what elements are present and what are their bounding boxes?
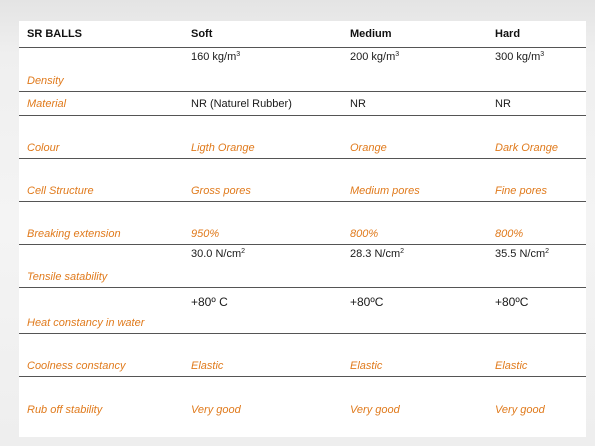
cell-hard: 800% xyxy=(492,201,586,245)
cell-medium: 28.3 N/cm2 xyxy=(347,244,492,288)
cell-hard: +80ºC xyxy=(492,287,586,334)
row-label: Density xyxy=(19,47,188,92)
cell-soft: +80º C xyxy=(188,287,347,334)
cell-medium: Very good xyxy=(350,403,400,416)
row-tensile-stability: Tensile satability 30.0 N/cm2 28.3 N/cm2… xyxy=(19,244,586,288)
cell-medium: 200 kg/m3 xyxy=(347,47,492,92)
cell-soft: Elastic xyxy=(188,333,347,377)
row-label: Tensile satability xyxy=(19,244,188,288)
row-density: Density 160 kg/m3 200 kg/m3 300 kg/m3 xyxy=(19,47,586,92)
row-label: Rub off stability xyxy=(27,403,103,416)
cell-medium: Medium pores xyxy=(347,158,492,202)
header-medium: Medium xyxy=(347,21,492,48)
row-material: Material NR (Naturel Rubber) NR NR xyxy=(19,91,586,116)
header-product: SR BALLS xyxy=(19,21,188,48)
header-soft: Soft xyxy=(188,21,347,48)
header-hard: Hard xyxy=(492,21,586,48)
cell-hard: NR xyxy=(492,91,586,116)
sr-balls-spec-table: SR BALLS Soft Medium Hard Density 160 kg… xyxy=(19,21,586,420)
cell-soft: 160 kg/m3 xyxy=(188,47,347,92)
cell-medium: +80ºC xyxy=(347,287,492,334)
cell-soft: Very good xyxy=(191,403,241,416)
row-colour: Colour Ligth Orange Orange Dark Orange xyxy=(19,115,586,159)
row-label: Heat constancy in water xyxy=(19,287,188,334)
cell-hard: Very good xyxy=(495,403,545,416)
cell-hard: Dark Orange xyxy=(492,115,586,159)
cell-medium: NR xyxy=(347,91,492,116)
row-label: Colour xyxy=(19,115,188,159)
cell-hard: Fine pores xyxy=(492,158,586,202)
cell-hard: 35.5 N/cm2 xyxy=(492,244,586,288)
row-rub-off-stability: Rub off stability Very good Very good Ve… xyxy=(19,377,586,420)
row-label: Breaking extension xyxy=(19,201,188,245)
cell-hard: Elastic xyxy=(492,333,586,377)
cell-medium: 800% xyxy=(347,201,492,245)
cell-soft: NR (Naturel Rubber) xyxy=(188,91,347,116)
cell-soft: 950% xyxy=(188,201,347,245)
row-coolness-constancy: Coolness constancy Elastic Elastic Elast… xyxy=(19,333,586,377)
cell-soft: Gross pores xyxy=(188,158,347,202)
header-row: SR BALLS Soft Medium Hard xyxy=(19,21,586,48)
row-cell-structure: Cell Structure Gross pores Medium pores … xyxy=(19,158,586,202)
row-label: Coolness constancy xyxy=(19,333,188,377)
row-heat-constancy: Heat constancy in water +80º C +80ºC +80… xyxy=(19,287,586,334)
spec-card: SR BALLS Soft Medium Hard Density 160 kg… xyxy=(19,21,586,437)
row-label: Material xyxy=(19,91,188,116)
row-breaking-extension: Breaking extension 950% 800% 800% xyxy=(19,201,586,245)
row-label: Cell Structure xyxy=(19,158,188,202)
cell-medium: Elastic xyxy=(347,333,492,377)
cell-hard: 300 kg/m3 xyxy=(492,47,586,92)
cell-medium: Orange xyxy=(347,115,492,159)
cell-soft: Ligth Orange xyxy=(188,115,347,159)
cell-soft: 30.0 N/cm2 xyxy=(188,244,347,288)
